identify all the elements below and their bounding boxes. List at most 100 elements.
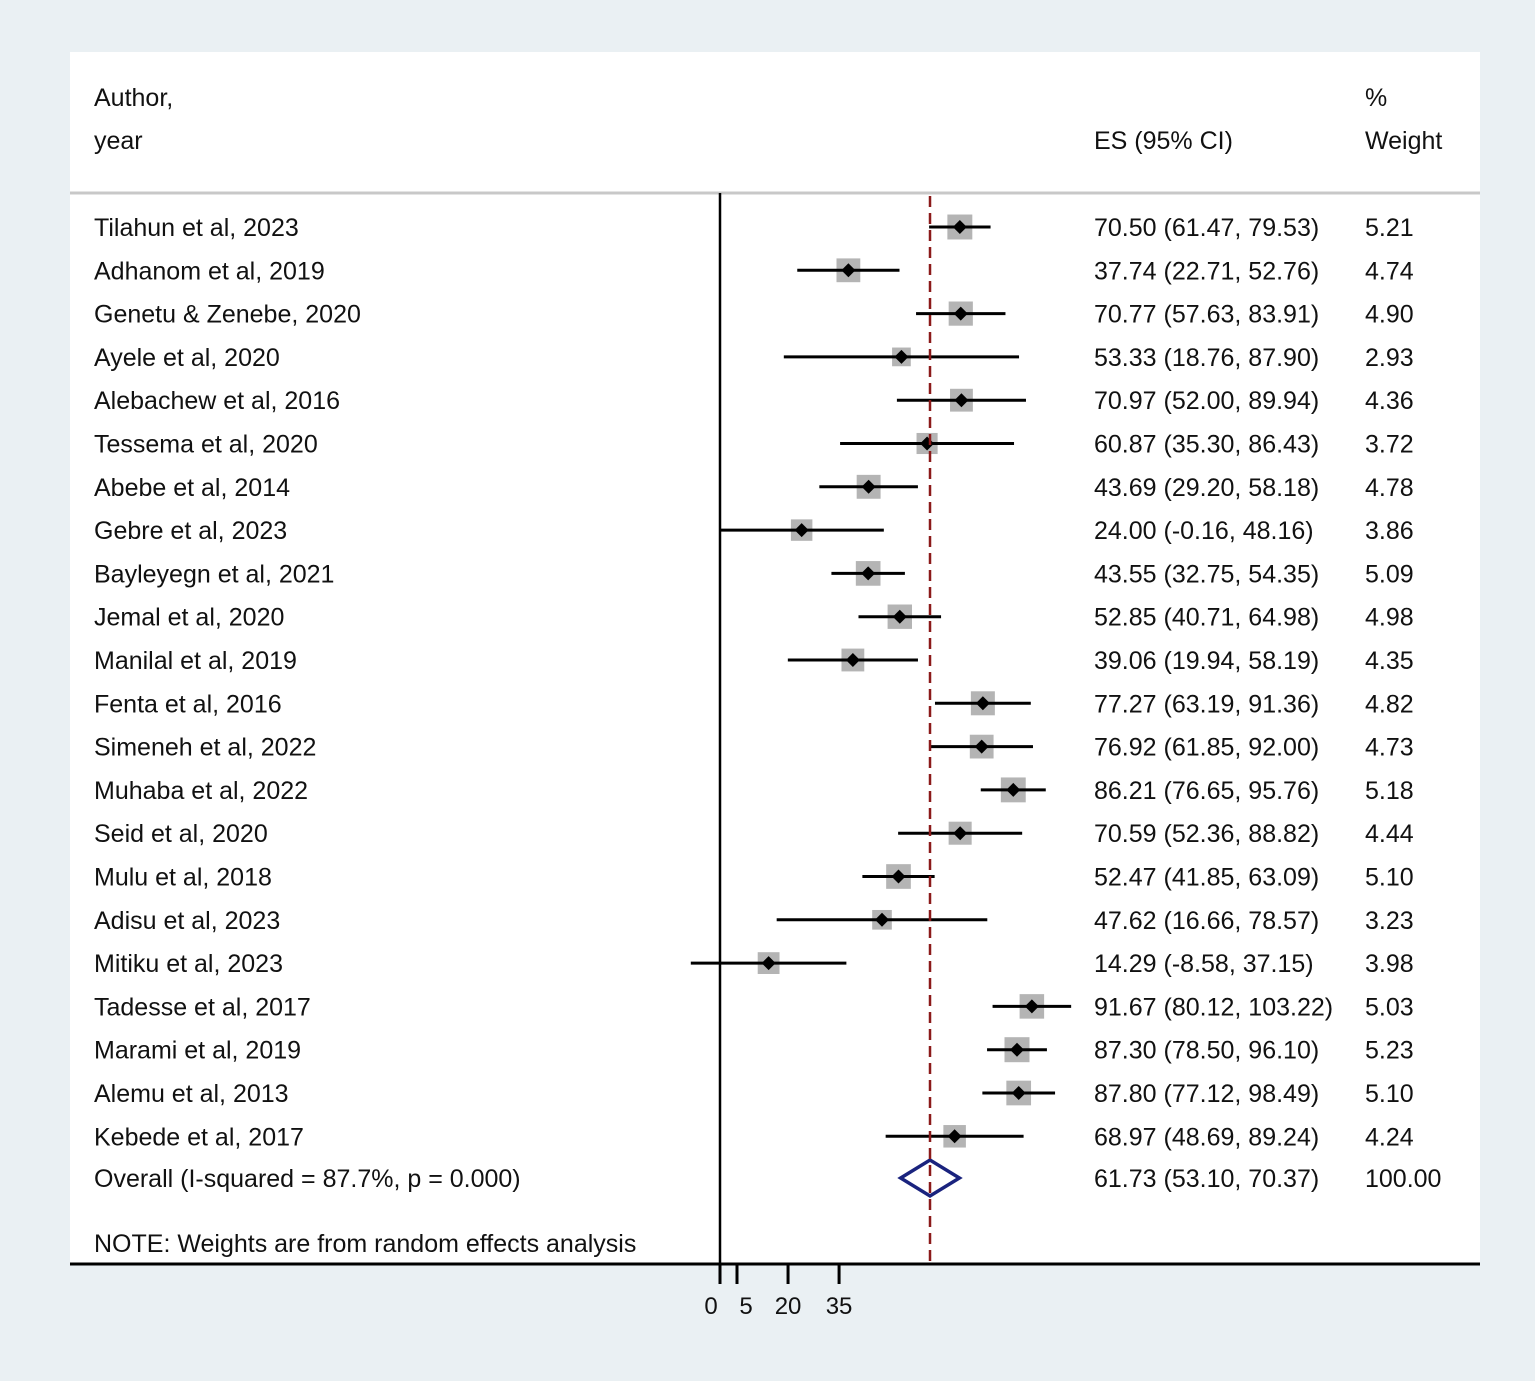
study-point-estimate — [1024, 999, 1039, 1014]
study-weight-text: 3.72 — [1365, 431, 1414, 459]
header-author: Author, — [94, 84, 173, 112]
study-point-estimate — [947, 1129, 962, 1144]
study-label: Genetu & Zenebe, 2020 — [94, 301, 361, 329]
study-weight-text: 4.82 — [1365, 690, 1414, 718]
study-weight-text: 4.90 — [1365, 301, 1414, 329]
study-es-text: 39.06 (19.94, 58.19) — [1094, 647, 1319, 675]
study-es-text: 70.59 (52.36, 88.82) — [1094, 820, 1319, 848]
study-es-text: 87.80 (77.12, 98.49) — [1094, 1080, 1319, 1108]
study-row: Muhaba et al, 2022 86.21 (76.65, 95.76) 5.… — [94, 777, 1414, 805]
study-point-estimate — [861, 566, 876, 581]
overall-es-text: 61.73 (53.10, 70.37) — [1094, 1165, 1319, 1193]
x-tick-label: 5 — [739, 1293, 752, 1320]
study-row: Mulu et al, 2018 52.47 (41.85, 63.09) 5.10 — [94, 864, 1414, 892]
study-label: Ayele et al, 2020 — [94, 344, 280, 372]
x-axis-ticks: 0 5 20 35 — [704, 1264, 852, 1320]
study-label: Simeneh et al, 2022 — [94, 734, 316, 762]
study-label: Mitiku et al, 2023 — [94, 950, 283, 978]
study-label: Alemu et al, 2013 — [94, 1080, 289, 1108]
study-weight-text: 3.98 — [1365, 950, 1414, 978]
study-label: Alebachew et al, 2016 — [94, 387, 340, 415]
study-label: Fenta et al, 2016 — [94, 690, 282, 718]
study-point-estimate — [954, 393, 969, 408]
study-weight-text: 5.18 — [1365, 777, 1414, 805]
x-tick-label: 0 — [704, 1293, 717, 1320]
study-label: Kebede et al, 2017 — [94, 1123, 304, 1151]
study-es-text: 37.74 (22.71, 52.76) — [1094, 257, 1319, 285]
study-label: Bayleyegn et al, 2021 — [94, 560, 334, 588]
study-row: Mitiku et al, 2023 14.29 (-8.58, 37.15) 3.… — [94, 950, 1414, 978]
header-year: year — [94, 127, 143, 155]
x-tick-label: 20 — [775, 1293, 802, 1320]
study-weight-text: 5.23 — [1365, 1037, 1414, 1065]
study-row: Jemal et al, 2020 52.85 (40.71, 64.98) 4.9… — [94, 604, 1414, 632]
study-weight-text: 5.03 — [1365, 993, 1414, 1021]
study-row: Genetu & Zenebe, 2020 70.77 (57.63, 83.91… — [94, 301, 1414, 329]
header-es: ES (95% CI) — [1094, 127, 1233, 155]
study-es-text: 14.29 (-8.58, 37.15) — [1094, 950, 1314, 978]
study-es-text: 47.62 (16.66, 78.57) — [1094, 907, 1319, 935]
study-weight-text: 3.86 — [1365, 517, 1414, 545]
study-es-text: 87.30 (78.50, 96.10) — [1094, 1037, 1319, 1065]
study-row: Alemu et al, 2013 87.80 (77.12, 98.49) 5.1… — [94, 1080, 1414, 1108]
study-weight-text: 2.93 — [1365, 344, 1414, 372]
study-weight-text: 4.24 — [1365, 1123, 1414, 1151]
study-point-estimate — [892, 609, 907, 624]
study-row: Bayleyegn et al, 2021 43.55 (32.75, 54.35… — [94, 560, 1414, 588]
study-row: Manilal et al, 2019 39.06 (19.94, 58.19) 4… — [94, 647, 1414, 675]
study-point-estimate — [794, 523, 809, 538]
study-row: Tadesse et al, 2017 91.67 (80.12, 103.22)… — [94, 993, 1414, 1021]
study-point-estimate — [953, 306, 968, 321]
study-row: Tessema et al, 2020 60.87 (35.30, 86.43) 3… — [94, 431, 1414, 459]
study-es-text: 91.67 (80.12, 103.22) — [1094, 993, 1333, 1021]
study-row: Marami et al, 2019 87.30 (78.50, 96.10) 5.… — [94, 1037, 1414, 1065]
study-es-text: 70.97 (52.00, 89.94) — [1094, 387, 1319, 415]
study-point-estimate — [952, 220, 967, 234]
study-label: Seid et al, 2020 — [94, 820, 268, 848]
study-point-estimate — [761, 956, 776, 971]
study-es-text: 43.55 (32.75, 54.35) — [1094, 560, 1319, 588]
study-weight-text: 4.74 — [1365, 257, 1414, 285]
study-row: Adisu et al, 2023 47.62 (16.66, 78.57) 3.2… — [94, 907, 1414, 935]
study-label: Gebre et al, 2023 — [94, 517, 287, 545]
study-row: Kebede et al, 2017 68.97 (48.69, 89.24) 4.… — [94, 1123, 1414, 1151]
study-es-text: 43.69 (29.20, 58.18) — [1094, 474, 1319, 502]
study-point-estimate — [975, 696, 990, 711]
study-point-estimate — [875, 912, 890, 927]
study-weight-text: 5.21 — [1365, 214, 1414, 242]
study-point-estimate — [1009, 1042, 1024, 1057]
study-weight-text: 4.98 — [1365, 604, 1414, 632]
study-row: Fenta et al, 2016 77.27 (63.19, 91.36) 4.8… — [94, 690, 1414, 718]
study-label: Abebe et al, 2014 — [94, 474, 290, 502]
study-es-text: 76.92 (61.85, 92.00) — [1094, 734, 1319, 762]
overall-diamond — [897, 1157, 963, 1199]
study-es-text: 68.97 (48.69, 89.24) — [1094, 1123, 1319, 1151]
study-row: Seid et al, 2020 70.59 (52.36, 88.82) 4.44 — [94, 820, 1414, 848]
study-label: Manilal et al, 2019 — [94, 647, 297, 675]
study-point-estimate — [841, 263, 856, 278]
weights-note: NOTE: Weights are from random effects an… — [94, 1230, 636, 1258]
study-point-estimate — [1006, 782, 1021, 797]
study-row: Simeneh et al, 2022 76.92 (61.85, 92.00) 4… — [94, 734, 1414, 762]
study-weight-text: 3.23 — [1365, 907, 1414, 935]
study-es-text: 53.33 (18.76, 87.90) — [1094, 344, 1319, 372]
overall-label: Overall (I-squared = 87.7%, p = 0.000) — [94, 1165, 521, 1193]
study-es-text: 77.27 (63.19, 91.36) — [1094, 690, 1319, 718]
study-label: Jemal et al, 2020 — [94, 604, 284, 632]
overall-weight-text: 100.00 — [1365, 1165, 1441, 1193]
study-label: Adisu et al, 2023 — [94, 907, 280, 935]
study-point-estimate — [891, 869, 906, 884]
header-weight: Weight — [1365, 127, 1442, 155]
study-row: Abebe et al, 2014 43.69 (29.20, 58.18) 4.7… — [94, 474, 1414, 502]
study-label: Tadesse et al, 2017 — [94, 993, 311, 1021]
study-row: Adhanom et al, 2019 37.74 (22.71, 52.76) 4… — [94, 257, 1414, 285]
study-weight-text: 5.10 — [1365, 1080, 1414, 1108]
x-tick-label: 35 — [826, 1293, 853, 1320]
study-point-estimate — [974, 739, 989, 754]
study-rows: Tilahun et al, 2023 70.50 (61.47, 79.53) 5… — [94, 214, 1414, 1151]
study-es-text: 52.85 (40.71, 64.98) — [1094, 604, 1319, 632]
study-weight-text: 4.44 — [1365, 820, 1414, 848]
study-es-text: 24.00 (-0.16, 48.16) — [1094, 517, 1314, 545]
study-label: Tilahun et al, 2023 — [94, 214, 299, 242]
header-percent: % — [1365, 84, 1387, 112]
